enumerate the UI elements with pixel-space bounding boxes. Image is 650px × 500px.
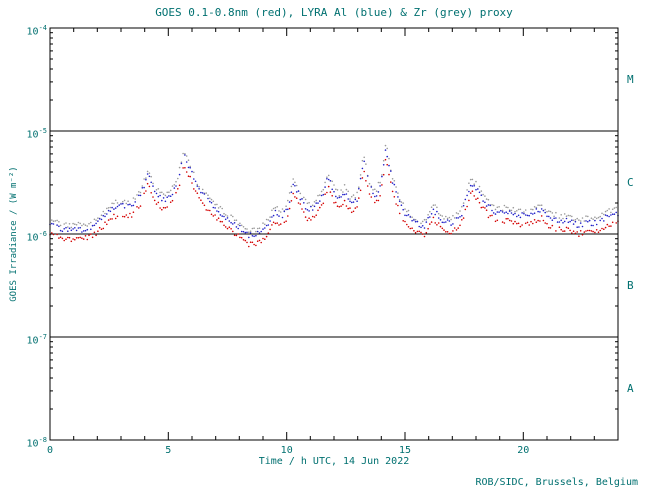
x-tick-label: 0: [47, 445, 53, 456]
flare-class-label-b: B: [627, 278, 634, 292]
y-tick-label: 10-6: [26, 230, 47, 244]
x-tick-label: 20: [517, 445, 529, 456]
y-axis-title: GOES Irradiance / (W m⁻²): [9, 166, 19, 302]
x-tick-label: 5: [165, 445, 171, 456]
x-tick-label: 15: [399, 445, 411, 456]
y-tick-label: 10-5: [26, 127, 47, 141]
x-tick-labels: 0 5 10 15 20: [47, 445, 529, 456]
credit-text: ROB/SIDC, Brussels, Belgium: [475, 477, 638, 488]
plot-frame: [49, 27, 619, 441]
y-tick-label: 10-4: [26, 24, 47, 38]
flare-class-label-c: C: [627, 175, 634, 189]
series-blue-dots: [49, 149, 619, 239]
x-tick-label: 10: [281, 445, 293, 456]
flare-class-label-m: M: [627, 72, 634, 86]
x-axis-title: Time / h UTC, 14 Jun 2022: [258, 456, 410, 467]
x-ticks: [49, 28, 619, 440]
series-red-dots: [49, 158, 619, 248]
decade-lines: [50, 130, 618, 338]
chart-title: GOES 0.1-0.8nm (red), LYRA Al (blue) & Z…: [155, 6, 513, 19]
series-grey-dots: [51, 144, 617, 233]
flare-class-label-a: A: [627, 381, 634, 395]
y-tick-label: 10-7: [26, 333, 47, 347]
y-tick-label: 10-8: [26, 436, 47, 450]
